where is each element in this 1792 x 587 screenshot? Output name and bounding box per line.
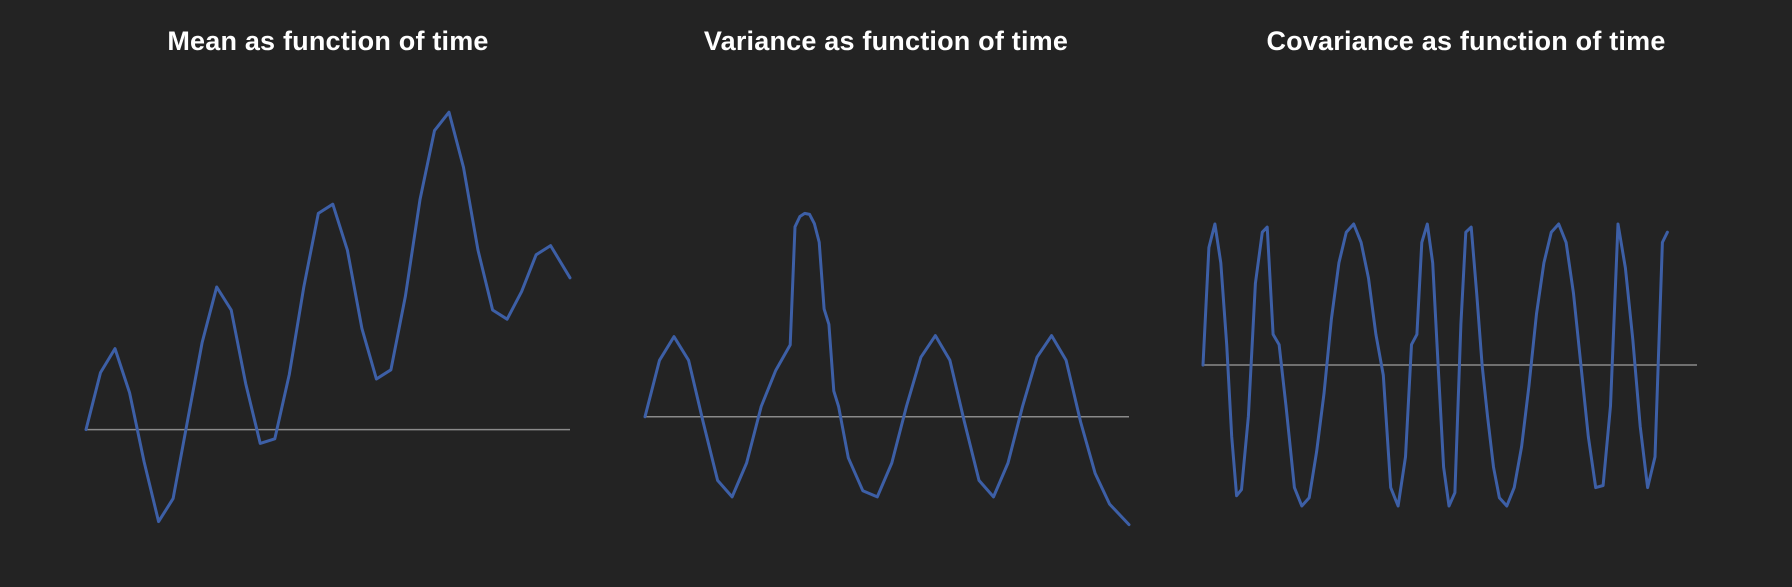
mean-chart-title: Mean as function of time (167, 26, 489, 56)
covariance-series-line (1201, 222, 1669, 508)
mean-chart-plot (84, 110, 572, 524)
mean-series-line (84, 110, 572, 524)
mean-chart-panel: Mean as function of time (0, 0, 656, 587)
covariance-chart-plot (1201, 222, 1697, 508)
variance-chart-plot (643, 211, 1131, 527)
covariance-chart-title: Covariance as function of time (1266, 26, 1666, 56)
variance-chart-title: Variance as function of time (703, 26, 1069, 56)
variance-chart-panel: Variance as function of time (560, 0, 1212, 587)
covariance-chart-panel: Covariance as function of time (1140, 0, 1792, 587)
variance-series-line (643, 211, 1131, 527)
